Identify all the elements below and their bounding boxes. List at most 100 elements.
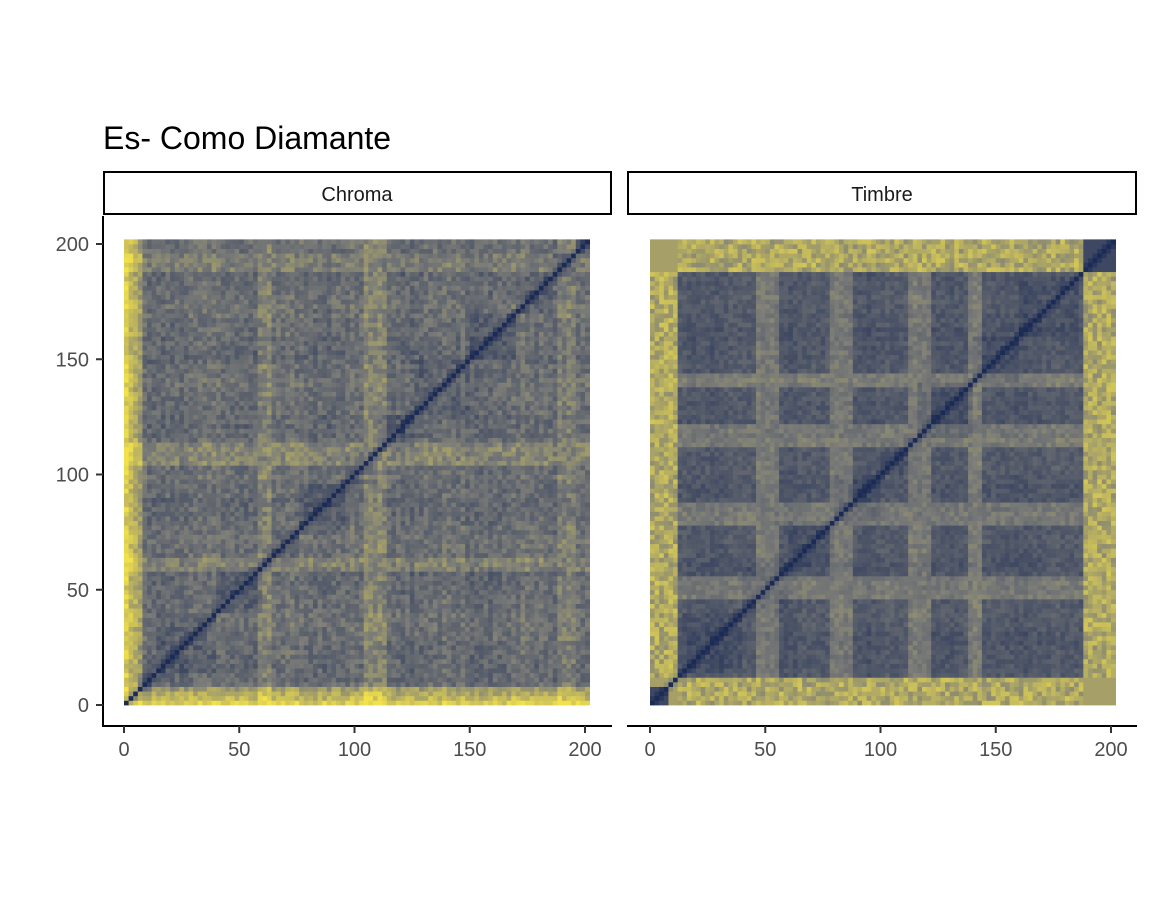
heatmap-cell-chroma	[299, 575, 305, 581]
heatmap-cell-chroma	[183, 598, 189, 604]
heatmap-cell-chroma	[336, 645, 342, 651]
heatmap-cell-chroma	[124, 396, 130, 402]
heatmap-cell-chroma	[266, 451, 272, 457]
heatmap-cell-chroma	[317, 396, 323, 402]
heatmap-cell-chroma	[179, 645, 185, 651]
heatmap-cell-chroma	[234, 345, 240, 351]
heatmap-cell-chroma	[165, 681, 171, 687]
heatmap-cell-chroma	[160, 322, 166, 328]
heatmap-cell-chroma	[147, 691, 153, 697]
heatmap-cell-chroma	[174, 276, 180, 282]
heatmap-cell-chroma	[294, 350, 300, 356]
heatmap-cell-chroma	[322, 668, 328, 674]
heatmap-cell-chroma	[299, 271, 305, 277]
heatmap-cell-chroma	[220, 271, 226, 277]
heatmap-cell-chroma	[248, 359, 254, 365]
heatmap-cell-chroma	[211, 248, 217, 254]
heatmap-cell-chroma	[193, 405, 199, 411]
heatmap-cell-chroma	[170, 359, 176, 365]
heatmap-cell-chroma	[271, 239, 277, 245]
heatmap-cell-chroma	[183, 589, 189, 595]
heatmap-cell-chroma	[160, 317, 166, 323]
heatmap-cell-chroma	[156, 539, 162, 545]
heatmap-cell-chroma	[179, 580, 185, 586]
heatmap-cell-chroma	[133, 331, 139, 337]
heatmap-cell-chroma	[230, 631, 236, 637]
heatmap-cell-chroma	[183, 363, 189, 369]
heatmap-cell-chroma	[285, 359, 291, 365]
heatmap-cell-chroma	[257, 603, 263, 609]
heatmap-cell-chroma	[128, 654, 134, 660]
heatmap-cell-chroma	[128, 451, 134, 457]
heatmap-cell-chroma	[124, 465, 130, 471]
heatmap-cell-chroma	[271, 391, 277, 397]
heatmap-cell-chroma	[230, 267, 236, 273]
heatmap-cell-chroma	[276, 290, 282, 296]
heatmap-cell-chroma	[336, 276, 342, 282]
heatmap-cell-chroma	[220, 571, 226, 577]
heatmap-cell-chroma	[179, 695, 185, 701]
heatmap-cell-chroma	[276, 483, 282, 489]
heatmap-cell-chroma	[160, 446, 166, 452]
heatmap-cell-chroma	[266, 359, 272, 365]
heatmap-cell-chroma	[165, 313, 171, 319]
heatmap-cell-chroma	[128, 479, 134, 485]
heatmap-cell-chroma	[220, 299, 226, 305]
heatmap-cell-chroma	[133, 386, 139, 392]
heatmap-cell-chroma	[266, 668, 272, 674]
heatmap-cell-chroma	[266, 290, 272, 296]
heatmap-cell-chroma	[179, 336, 185, 342]
heatmap-cell-chroma	[271, 285, 277, 291]
heatmap-cell-chroma	[220, 474, 226, 480]
heatmap-cell-chroma	[257, 400, 263, 406]
heatmap-cell-chroma	[280, 239, 286, 245]
heatmap-cell-chroma	[225, 506, 231, 512]
heatmap-cell-chroma	[202, 580, 208, 586]
heatmap-cell-chroma	[299, 617, 305, 623]
heatmap-cell-chroma	[253, 391, 259, 397]
heatmap-cell-chroma	[336, 663, 342, 669]
heatmap-cell-chroma	[225, 285, 231, 291]
heatmap-cell-chroma	[308, 668, 314, 674]
heatmap-cell-chroma	[322, 562, 328, 568]
heatmap-cell-chroma	[253, 271, 259, 277]
heatmap-cell-chroma	[289, 359, 295, 365]
heatmap-cell-chroma	[253, 405, 259, 411]
heatmap-cell-chroma	[285, 479, 291, 485]
heatmap-cell-chroma	[174, 354, 180, 360]
heatmap-cell-chroma	[266, 580, 272, 586]
heatmap-cell-chroma	[266, 502, 272, 508]
heatmap-cell-chroma	[299, 492, 305, 498]
heatmap-cell-chroma	[188, 276, 194, 282]
heatmap-cell-chroma	[253, 419, 259, 425]
heatmap-cell-chroma	[206, 681, 212, 687]
heatmap-cell-chroma	[248, 589, 254, 595]
heatmap-cell-chroma	[322, 433, 328, 439]
heatmap-cell-chroma	[197, 244, 203, 250]
heatmap-cell-chroma	[128, 442, 134, 448]
heatmap-cell-chroma	[294, 271, 300, 277]
heatmap-cell-chroma	[331, 317, 337, 323]
heatmap-cell-chroma	[340, 253, 346, 259]
heatmap-cell-chroma	[345, 451, 351, 457]
heatmap-cell-chroma	[211, 654, 217, 660]
heatmap-cell-chroma	[289, 557, 295, 563]
heatmap-cell-chroma	[340, 635, 346, 641]
heatmap-cell-chroma	[243, 492, 249, 498]
heatmap-cell-chroma	[160, 280, 166, 286]
heatmap-cell-chroma	[326, 589, 332, 595]
heatmap-cell-chroma	[206, 515, 212, 521]
heatmap-cell-chroma	[294, 520, 300, 526]
heatmap-cell-chroma	[243, 331, 249, 337]
heatmap-cell-chroma	[151, 377, 157, 383]
heatmap-cell-chroma	[317, 414, 323, 420]
heatmap-cell-chroma	[303, 244, 309, 250]
heatmap-cell-chroma	[285, 313, 291, 319]
heatmap-cell-chroma	[243, 271, 249, 277]
heatmap-cell-chroma	[174, 446, 180, 452]
heatmap-cell-chroma	[234, 626, 240, 632]
heatmap-cell-chroma	[317, 267, 323, 273]
heatmap-cell-chroma	[193, 534, 199, 540]
heatmap-cell-chroma	[239, 543, 245, 549]
heatmap-cell-chroma	[225, 658, 231, 664]
